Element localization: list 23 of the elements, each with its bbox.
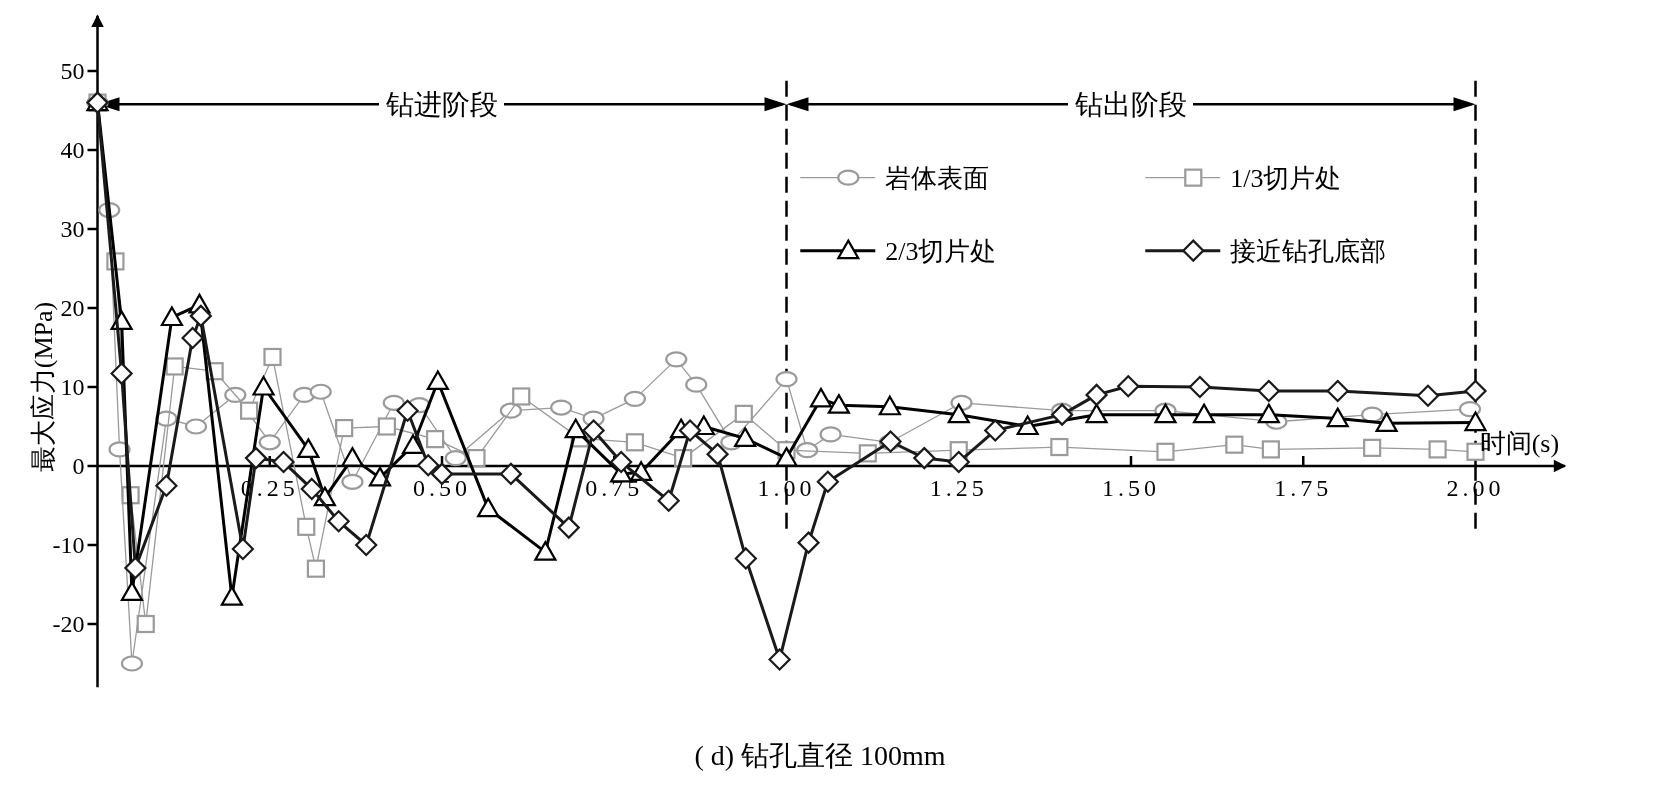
- x-tick-label: 2.00: [1446, 475, 1505, 501]
- legend-label: 接近钻孔底部: [1230, 236, 1387, 266]
- y-tick-label: 10: [60, 374, 85, 400]
- x-tick-label: 0.50: [413, 475, 471, 501]
- x-axis-title: 时间(s): [1479, 429, 1560, 458]
- x-tick-label: 1.00: [757, 475, 816, 501]
- legend-label: 1/3切片处: [1230, 163, 1342, 193]
- y-tick-label: -20: [52, 611, 85, 637]
- y-tick-label: 40: [60, 137, 85, 163]
- legend-label: 2/3切片处: [885, 236, 997, 266]
- y-axis-title: 最大应力(MPa): [29, 301, 58, 473]
- y-tick-label: 20: [60, 295, 85, 321]
- y-tick-label: -10: [52, 532, 85, 558]
- y-tick-label: 50: [60, 58, 85, 84]
- legend-label: 岩体表面: [885, 163, 990, 193]
- annotation: 钻出阶段: [1074, 89, 1187, 121]
- text: ( d) 钻孔直径 100mm: [694, 740, 946, 771]
- annotation: 钻进阶段: [385, 89, 498, 121]
- y-tick-label: 0: [72, 453, 85, 479]
- x-tick-label: 1.75: [1274, 475, 1333, 501]
- x-tick-label: 1.50: [1102, 475, 1160, 501]
- x-tick-label: 1.25: [929, 475, 988, 501]
- y-tick-label: 30: [60, 216, 85, 242]
